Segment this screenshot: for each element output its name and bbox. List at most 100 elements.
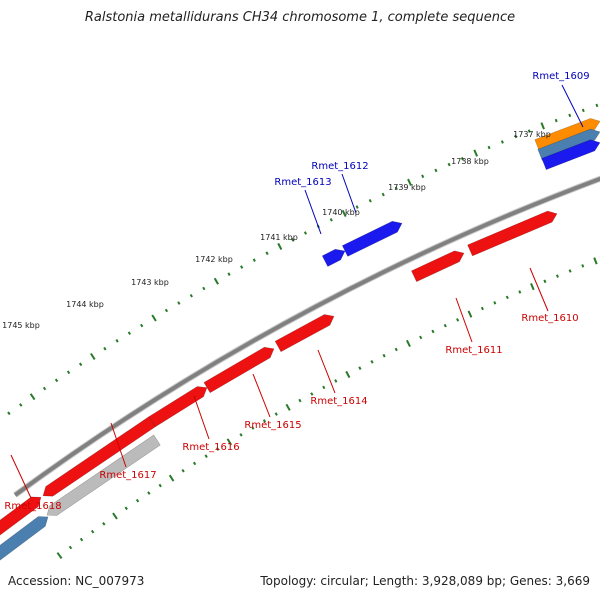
upper-scale-tick [202, 286, 206, 291]
leader-line [317, 349, 336, 394]
scale-label: 1741 kbp [260, 233, 298, 242]
upper-scale-tick [140, 323, 144, 328]
lower-scale-tick [147, 491, 151, 495]
lower-scale-tick [239, 433, 243, 437]
lower-scale-tick [370, 360, 374, 364]
upper-scale-tick [177, 301, 181, 305]
upper-scale-tick [19, 403, 23, 407]
lower-scale-tick [274, 412, 278, 416]
lower-scale-tick [251, 426, 255, 430]
lower-scale-tick [358, 366, 362, 370]
lower-scale-tick [56, 552, 63, 559]
lower-scale-tick [102, 521, 106, 526]
lower-scale-tick [68, 545, 73, 550]
upper-scale-tick [303, 231, 307, 235]
gene-label[interactable]: Rmet_1614 [310, 396, 367, 407]
upper-scale-tick [381, 192, 385, 197]
gene-feature-red [411, 250, 465, 283]
scale-ticks [7, 103, 599, 559]
upper-scale-tick [7, 411, 11, 416]
upper-scale-tick [341, 209, 347, 218]
lower-scale-tick [443, 323, 447, 328]
upper-scale-tick [568, 113, 572, 118]
lower-scale-tick [181, 468, 185, 473]
lower-scale-tick [79, 537, 84, 542]
gene-label[interactable]: Rmet_1615 [244, 420, 301, 431]
leader-line [561, 84, 584, 128]
upper-scale-tick [329, 218, 333, 222]
gene-label[interactable]: Rmet_1611 [445, 345, 502, 356]
gene-label[interactable]: Rmet_1612 [311, 161, 368, 172]
gene-label[interactable]: Rmet_1616 [182, 442, 239, 453]
lower-scale-tick [112, 512, 118, 520]
leader-line [252, 373, 271, 418]
upper-scale-tick [66, 370, 71, 375]
summary-text: Topology: circular; Length: 3,928,089 bp… [260, 574, 590, 588]
scale-label: 1745 kbp [2, 321, 40, 330]
gene-feature-red [274, 314, 335, 353]
gene-label[interactable]: Rmet_1610 [521, 313, 578, 324]
scale-label: 1738 kbp [451, 157, 489, 166]
lower-scale-tick [467, 310, 473, 318]
gene-label[interactable]: Rmet_1618 [4, 501, 61, 512]
upper-scale-tick [127, 331, 132, 335]
lower-scale-tick [568, 269, 572, 273]
gene-feature-orange [534, 118, 600, 152]
lower-scale-tick [456, 318, 460, 322]
label-leaders [10, 84, 584, 499]
lower-scale-tick [581, 264, 585, 268]
scale-label: 1739 kbp [388, 183, 426, 192]
lower-scale-tick [226, 438, 233, 446]
upper-scale-tick [514, 134, 518, 139]
upper-scale-tick [42, 386, 47, 391]
lower-scale-tick [90, 529, 95, 534]
upper-scale-tick [473, 149, 479, 157]
gene-label[interactable]: Rmet_1609 [532, 71, 589, 82]
leader-line [10, 454, 32, 499]
leader-line [193, 395, 210, 440]
gene-feature-red [203, 346, 275, 394]
upper-scale-tick [355, 205, 359, 209]
upper-scale-tick [554, 118, 558, 123]
upper-scale-tick [151, 314, 157, 322]
lower-scale-tick [310, 392, 314, 396]
leader-line [304, 189, 322, 235]
upper-scale-tick [103, 346, 107, 351]
lower-scale-tick [322, 385, 326, 390]
gene-label[interactable]: Rmet_1613 [274, 177, 331, 188]
upper-scale-tick [115, 339, 119, 343]
leader-line [341, 173, 357, 214]
upper-scale-tick [29, 393, 36, 401]
upper-scale-tick [500, 140, 504, 144]
upper-scale-tick [265, 251, 269, 256]
gene-feature-blue [321, 248, 346, 267]
upper-scale-tick [90, 352, 96, 360]
lower-scale-tick [593, 257, 598, 265]
scale-label: 1743 kbp [131, 278, 169, 287]
accession-text: Accession: NC_007973 [8, 574, 145, 588]
scale-label: 1744 kbp [66, 300, 104, 309]
upper-scale-tick [213, 277, 219, 285]
lower-scale-tick [345, 370, 351, 379]
upper-scale-tick [291, 237, 295, 242]
lower-scale-tick [431, 329, 435, 334]
upper-scale-tick [227, 272, 231, 276]
upper-scale-tick [447, 162, 451, 167]
map-text: 1737 kbp 1738 kbp 1739 kbp 1740 kbp 1741 kbp… [2, 71, 589, 512]
gene-feature-red [42, 416, 156, 497]
upper-scale-tick [595, 103, 599, 108]
upper-scale-tick [487, 145, 491, 150]
gene-feature-blue [541, 139, 600, 170]
lower-scale-tick [285, 403, 291, 411]
scale-label: 1742 kbp [195, 255, 233, 264]
upper-scale-tick [394, 186, 398, 191]
upper-scale-tick [78, 362, 83, 367]
scale-label: 1740 kbp [322, 208, 360, 217]
gene-feature-red [148, 386, 208, 428]
upper-scale-tick [277, 242, 283, 250]
upper-scale-tick [407, 178, 412, 186]
backbone [13, 175, 600, 498]
gene-label[interactable]: Rmet_1617 [99, 470, 156, 481]
lower-scale-tick [124, 506, 128, 511]
